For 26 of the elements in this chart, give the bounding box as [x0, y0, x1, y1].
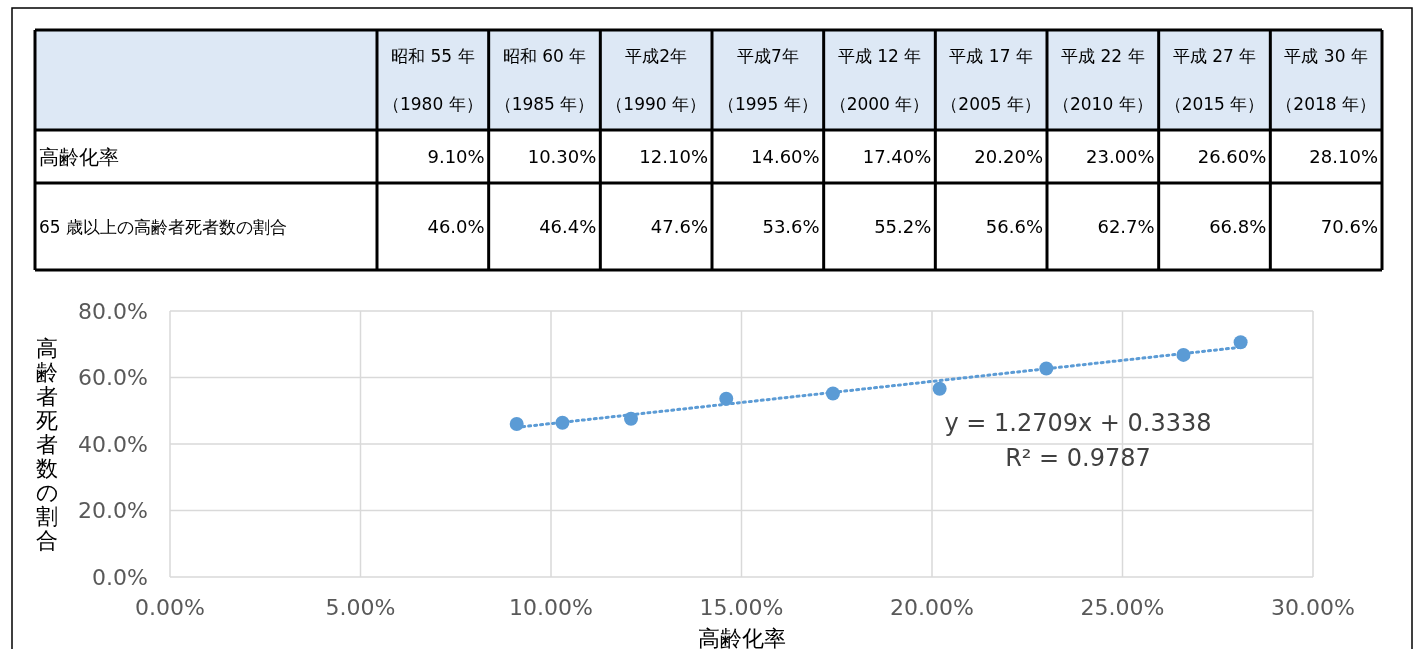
point: [1176, 347, 1191, 362]
x-tick-label: 25.00%: [1080, 594, 1165, 620]
table: 昭和 55 年 昭和 60 年 平成2年 平成7年 平成 12 年 平成 17 年 平成 22 年 平成 27 年 平成 30 年 （1980 年） （1985 年） （1990 年） （1995 年） （2000 年） （2005 年） （2010 年） （2015 年） （2018 年） 高齢化率 9.10% 10.30% 12.10% 14.60% 17.40% 20.20% 23.00% 26.60% 28.10% 65 歳以上の高齢者死者数の割合 46.0% 46.4% 47.6% 53.6% 55.2% 56.6% 62.7% 66.8% 70.6%: [33, 28, 1384, 272]
point: [719, 391, 734, 406]
annotation: R² = 0.9787: [1005, 444, 1151, 472]
text: 高齢者死者数の割合: [35, 335, 59, 553]
point: [624, 411, 639, 426]
y-tick-label: 60.0%: [78, 365, 148, 390]
y-tick-label: 40.0%: [78, 431, 148, 457]
x-tick-label: 30.00%: [1271, 594, 1355, 620]
point: [825, 386, 840, 401]
point: [509, 417, 524, 432]
x-tick-label: 15.00%: [699, 594, 784, 620]
x-axis-title: 高齢化率: [697, 625, 786, 649]
y-tick-label: 80.0%: [78, 298, 148, 324]
x-tick-label: 0.00%: [135, 594, 205, 620]
x-tick-label: 20.00%: [890, 594, 974, 620]
point: [932, 381, 947, 396]
x-tick-label: 10.00%: [509, 594, 593, 620]
point: [1233, 335, 1248, 350]
annotation: y = 1.2709x + 0.3338: [944, 409, 1212, 437]
y-tick-label: 0.0%: [92, 564, 148, 590]
x-tick-label: 5.00%: [325, 594, 396, 620]
y-tick-label: 20.0%: [78, 498, 148, 523]
point: [555, 415, 570, 430]
point: [1039, 361, 1054, 376]
